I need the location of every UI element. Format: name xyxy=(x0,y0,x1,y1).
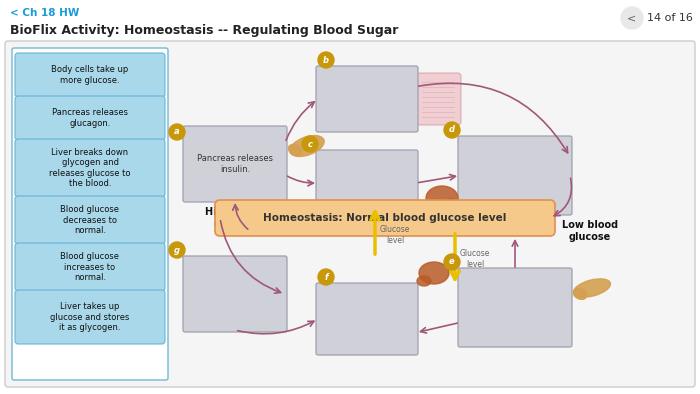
Circle shape xyxy=(318,52,334,68)
FancyBboxPatch shape xyxy=(458,268,572,347)
Ellipse shape xyxy=(290,136,324,156)
Text: Blood glucose
increases to
normal.: Blood glucose increases to normal. xyxy=(60,252,120,282)
Ellipse shape xyxy=(573,279,610,297)
FancyBboxPatch shape xyxy=(15,290,165,344)
Circle shape xyxy=(444,122,460,138)
Text: a: a xyxy=(174,128,180,136)
Text: < Ch 18 HW: < Ch 18 HW xyxy=(10,8,79,18)
Circle shape xyxy=(444,254,460,270)
FancyBboxPatch shape xyxy=(316,150,418,216)
Ellipse shape xyxy=(426,186,458,210)
Circle shape xyxy=(318,269,334,285)
Text: g: g xyxy=(174,245,180,255)
Text: e: e xyxy=(449,258,455,266)
Text: <: < xyxy=(627,13,636,23)
Ellipse shape xyxy=(417,276,431,286)
FancyBboxPatch shape xyxy=(458,136,572,215)
Text: Pancreas releases
glucagon.: Pancreas releases glucagon. xyxy=(52,108,128,128)
FancyBboxPatch shape xyxy=(215,200,555,236)
Text: Blood glucose
decreases to
normal.: Blood glucose decreases to normal. xyxy=(60,205,120,235)
FancyBboxPatch shape xyxy=(5,41,695,387)
FancyBboxPatch shape xyxy=(15,196,165,244)
FancyBboxPatch shape xyxy=(15,53,165,97)
Text: Pancreas releases
insulin.: Pancreas releases insulin. xyxy=(197,154,273,174)
FancyBboxPatch shape xyxy=(15,139,165,197)
Text: High blood
glucose: High blood glucose xyxy=(205,207,265,229)
Text: d: d xyxy=(449,126,455,134)
Text: c: c xyxy=(307,139,312,149)
Circle shape xyxy=(302,136,318,152)
FancyBboxPatch shape xyxy=(15,96,165,140)
Text: 14 of 16: 14 of 16 xyxy=(647,13,693,23)
Text: Liver takes up
glucose and stores
it as glycogen.: Liver takes up glucose and stores it as … xyxy=(50,302,130,332)
FancyBboxPatch shape xyxy=(316,283,418,355)
Text: Homeostasis: Normal blood glucose level: Homeostasis: Normal blood glucose level xyxy=(263,213,507,223)
Text: Glucose
level: Glucose level xyxy=(380,225,410,245)
FancyBboxPatch shape xyxy=(12,48,168,380)
Ellipse shape xyxy=(288,145,302,156)
Text: Body cells take up
more glucose.: Body cells take up more glucose. xyxy=(51,65,129,85)
Circle shape xyxy=(621,7,643,29)
Text: Low blood
glucose: Low blood glucose xyxy=(562,220,618,242)
Text: Glucose
level: Glucose level xyxy=(460,249,491,269)
Ellipse shape xyxy=(573,288,587,299)
Ellipse shape xyxy=(444,199,460,211)
FancyBboxPatch shape xyxy=(417,73,461,125)
Text: f: f xyxy=(324,273,328,281)
Circle shape xyxy=(169,124,185,140)
FancyBboxPatch shape xyxy=(183,126,287,202)
Text: BioFlix Activity: Homeostasis -- Regulating Blood Sugar: BioFlix Activity: Homeostasis -- Regulat… xyxy=(10,24,398,37)
Text: Liver breaks down
glycogen and
releases glucose to
the blood.: Liver breaks down glycogen and releases … xyxy=(49,148,131,188)
FancyBboxPatch shape xyxy=(183,256,287,332)
FancyBboxPatch shape xyxy=(15,243,165,291)
Text: b: b xyxy=(323,56,329,65)
Ellipse shape xyxy=(419,262,449,284)
FancyBboxPatch shape xyxy=(316,66,418,132)
Circle shape xyxy=(169,242,185,258)
